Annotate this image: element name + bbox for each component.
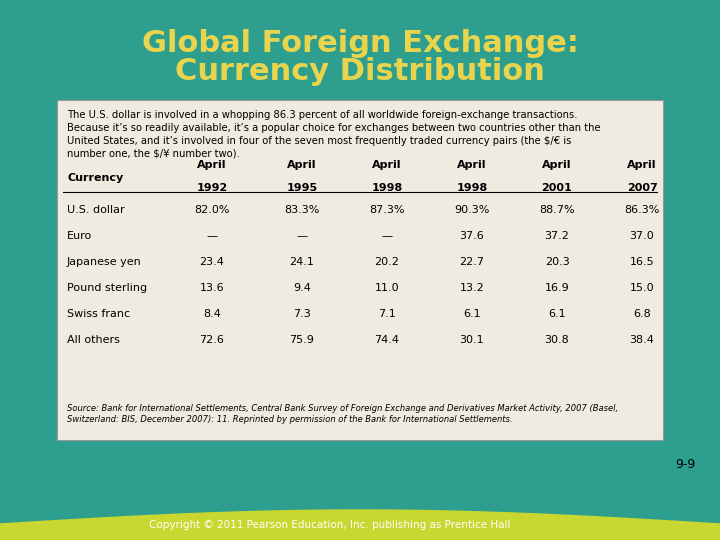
Text: Global Foreign Exchange:: Global Foreign Exchange: [142,29,578,57]
Text: 8.4: 8.4 [203,309,221,319]
Text: 38.4: 38.4 [629,335,654,345]
Text: 24.1: 24.1 [289,257,315,267]
Text: 6.1: 6.1 [463,309,481,319]
Text: 1992: 1992 [197,183,228,193]
Text: 16.9: 16.9 [544,283,570,293]
Text: 37.0: 37.0 [629,231,654,241]
Text: 88.7%: 88.7% [539,205,575,215]
Text: 2001: 2001 [541,183,572,193]
Text: Source: Bank for International Settlements, Central Bank Survey of Foreign Excha: Source: Bank for International Settlemen… [67,404,618,413]
Text: 1995: 1995 [287,183,318,193]
Text: 86.3%: 86.3% [624,205,660,215]
Text: 20.2: 20.2 [374,257,400,267]
Text: 1998: 1998 [456,183,487,193]
Text: 20.3: 20.3 [544,257,570,267]
Text: April: April [542,160,572,170]
Text: 1998: 1998 [372,183,402,193]
Text: 2007: 2007 [626,183,657,193]
Text: 87.3%: 87.3% [369,205,405,215]
Text: April: April [287,160,317,170]
Text: 82.0%: 82.0% [194,205,230,215]
Text: Currency Distribution: Currency Distribution [175,57,545,86]
Text: 90.3%: 90.3% [454,205,490,215]
Text: Japanese yen: Japanese yen [67,257,142,267]
Text: 37.6: 37.6 [459,231,485,241]
Text: 13.2: 13.2 [459,283,485,293]
Text: April: April [372,160,402,170]
Text: United States, and it’s involved in four of the seven most frequently traded cur: United States, and it’s involved in four… [67,136,572,146]
Text: 23.4: 23.4 [199,257,225,267]
Text: 37.2: 37.2 [544,231,570,241]
Text: Because it’s so readily available, it’s a popular choice for exchanges between t: Because it’s so readily available, it’s … [67,123,600,133]
Text: 7.1: 7.1 [378,309,396,319]
Text: Currency: Currency [67,173,123,183]
Text: 7.3: 7.3 [293,309,311,319]
Text: 6.1: 6.1 [548,309,566,319]
Text: —: — [297,231,307,241]
Text: 9.4: 9.4 [293,283,311,293]
Text: All others: All others [67,335,120,345]
Text: 15.0: 15.0 [630,283,654,293]
Text: Euro: Euro [67,231,92,241]
Text: number one, the $/¥ number two).: number one, the $/¥ number two). [67,149,240,159]
Text: U.S. dollar: U.S. dollar [67,205,125,215]
Text: April: April [627,160,657,170]
Text: 74.4: 74.4 [374,335,400,345]
Text: 9-9: 9-9 [675,458,695,471]
Text: 11.0: 11.0 [374,283,400,293]
Text: April: April [197,160,227,170]
Text: —: — [382,231,392,241]
Text: 13.6: 13.6 [199,283,225,293]
Text: April: April [457,160,487,170]
Text: 72.6: 72.6 [199,335,225,345]
Text: Switzerland: BIS, December 2007): 11. Reprinted by permission of the Bank for In: Switzerland: BIS, December 2007): 11. Re… [67,415,513,424]
Text: 75.9: 75.9 [289,335,315,345]
FancyBboxPatch shape [57,100,663,440]
Text: —: — [207,231,217,241]
Text: Pound sterling: Pound sterling [67,283,147,293]
Text: 6.8: 6.8 [633,309,651,319]
Text: 30.1: 30.1 [459,335,485,345]
Text: 16.5: 16.5 [630,257,654,267]
Text: 22.7: 22.7 [459,257,485,267]
Text: 83.3%: 83.3% [284,205,320,215]
Text: 30.8: 30.8 [544,335,570,345]
Text: Swiss franc: Swiss franc [67,309,130,319]
Text: The U.S. dollar is involved in a whopping 86.3 percent of all worldwide foreign-: The U.S. dollar is involved in a whoppin… [67,110,577,120]
Text: Copyright © 2011 Pearson Education, Inc. publishing as Prentice Hall: Copyright © 2011 Pearson Education, Inc.… [149,520,510,530]
Bar [0,494,720,540]
